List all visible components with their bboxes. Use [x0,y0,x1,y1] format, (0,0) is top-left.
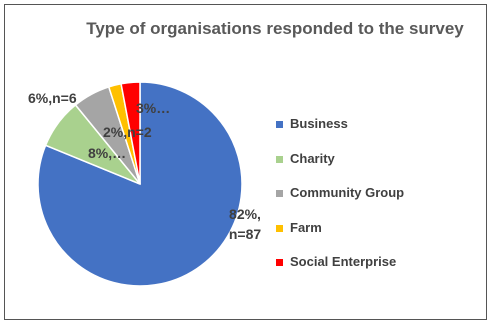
legend-label: Charity [290,150,335,166]
legend-swatch [276,121,283,128]
legend-label: Community Group [290,185,405,200]
legend-label: Farm [290,219,322,235]
pie-slice [120,81,141,185]
data-label: 8%,… [88,145,127,161]
legend-swatch [276,190,283,197]
legend-swatch [276,155,283,163]
data-label: 3%… [136,100,171,116]
data-label: 82%, n=87 [228,206,262,242]
legend-swatch [276,259,283,266]
legend-label: Business [290,116,348,131]
chart-title: Type of organisations responded to the s… [86,19,464,38]
legend-label: Social Enterprise [290,254,397,269]
chart-frame [4,4,487,320]
legend-swatch [276,224,283,232]
data-label: 6%,n=6 [28,90,77,106]
data-label: 2%,n=2 [103,124,152,140]
